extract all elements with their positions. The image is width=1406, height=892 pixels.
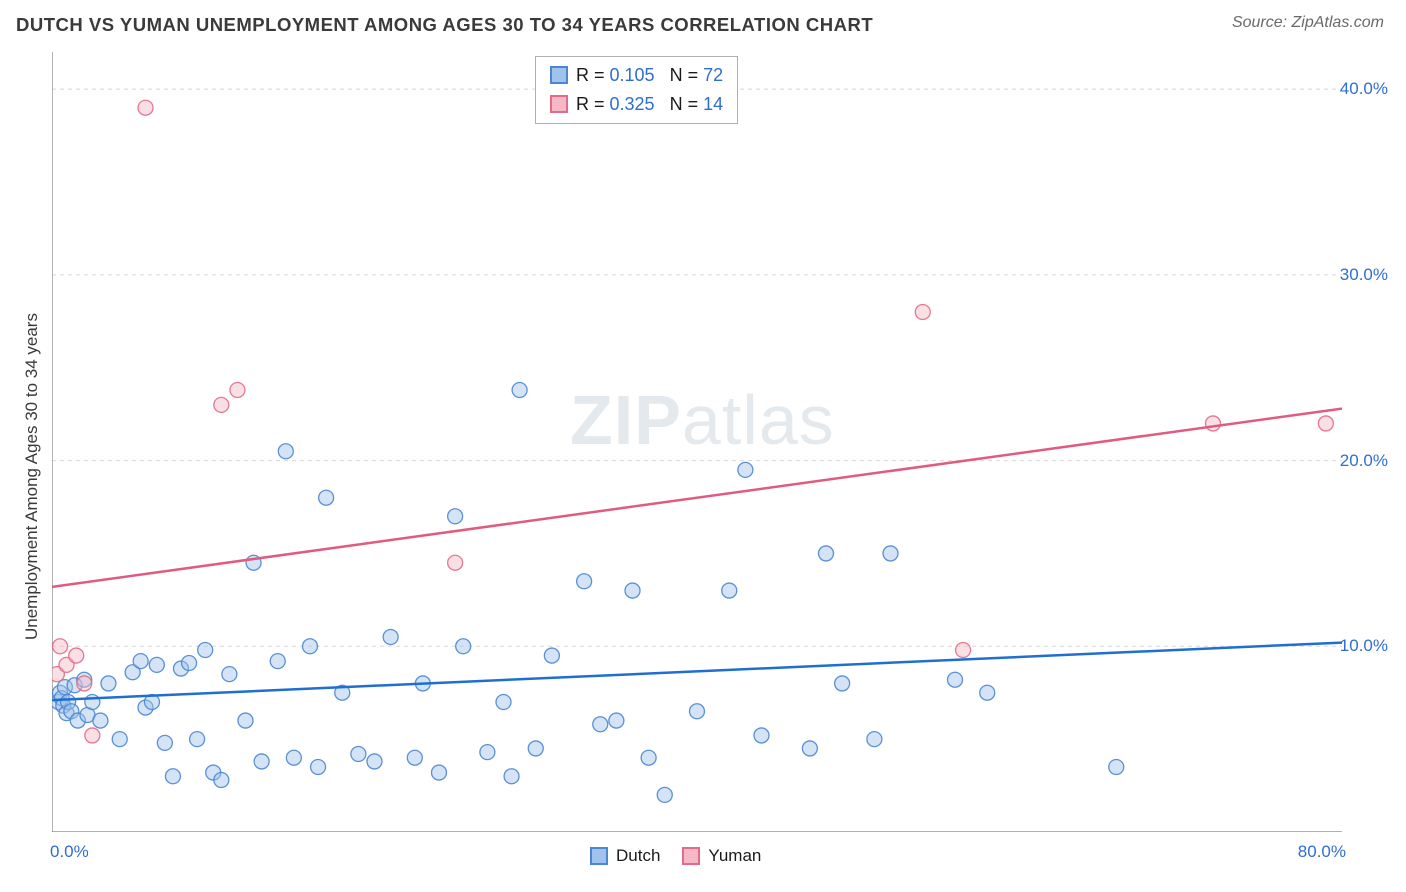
axis-tick-label: 20.0%: [1340, 451, 1388, 471]
legend-stat-text: R = 0.325 N = 14: [576, 90, 723, 119]
axis-tick-label: 80.0%: [1298, 842, 1346, 862]
source-attribution: Source: ZipAtlas.com: [1232, 14, 1384, 32]
y-axis-label: Unemployment Among Ages 30 to 34 years: [22, 313, 42, 640]
scatter-plot: [52, 52, 1342, 832]
axis-tick-label: 10.0%: [1340, 636, 1388, 656]
axis-tick-label: 0.0%: [50, 842, 89, 862]
legend-label: Dutch: [616, 846, 660, 866]
series-legend-item: Dutch: [590, 846, 660, 866]
legend-stat-text: R = 0.105 N = 72: [576, 61, 723, 90]
legend-swatch: [550, 66, 568, 84]
correlation-legend: R = 0.105 N = 72R = 0.325 N = 14: [535, 56, 738, 124]
axis-tick-label: 40.0%: [1340, 79, 1388, 99]
legend-swatch: [590, 847, 608, 865]
legend-row: R = 0.105 N = 72: [550, 61, 723, 90]
chart-title: DUTCH VS YUMAN UNEMPLOYMENT AMONG AGES 3…: [16, 14, 873, 36]
axis-tick-label: 30.0%: [1340, 265, 1388, 285]
legend-row: R = 0.325 N = 14: [550, 90, 723, 119]
series-legend-item: Yuman: [682, 846, 761, 866]
chart-container: DUTCH VS YUMAN UNEMPLOYMENT AMONG AGES 3…: [0, 0, 1406, 892]
legend-swatch: [550, 95, 568, 113]
legend-label: Yuman: [708, 846, 761, 866]
series-legend: Dutch Yuman: [590, 846, 761, 866]
legend-swatch: [682, 847, 700, 865]
